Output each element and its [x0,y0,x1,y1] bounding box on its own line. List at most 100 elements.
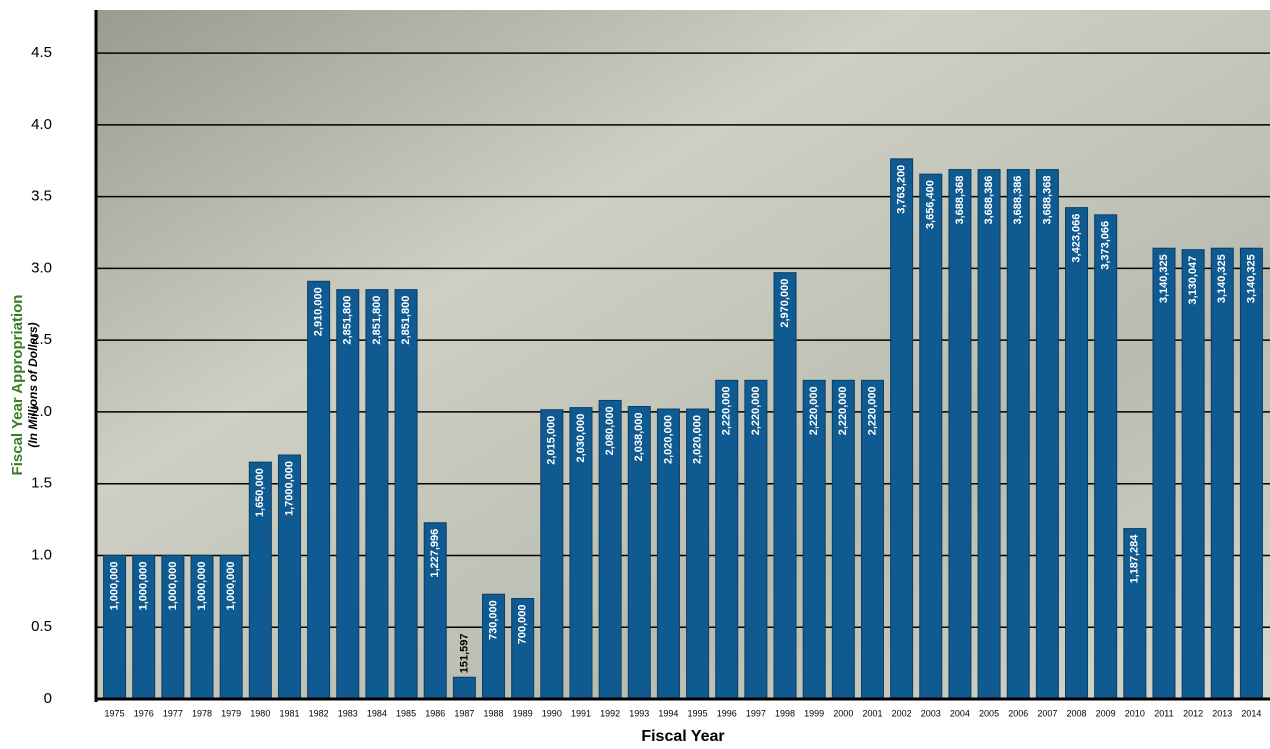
y-tick-label: 1.5 [31,475,52,492]
x-tick-label: 1992 [600,708,620,718]
x-tick-label: 1997 [746,708,766,718]
x-tick-label: 1975 [105,708,125,718]
x-tick-label: 1996 [717,708,737,718]
y-tick-label: 1.0 [31,546,52,563]
value-label: 3,763,200 [896,165,908,214]
value-label: 2,020,000 [662,415,674,464]
value-label: 1,000,000 [196,561,208,610]
value-label: 2,220,000 [808,386,820,435]
x-tick-label: 1991 [571,708,591,718]
y-tick-label: 2.0 [31,403,52,420]
x-tick-label: 1985 [396,708,416,718]
x-tick-label: 2008 [1067,708,1087,718]
value-label: 151,597 [458,633,470,673]
bar [977,169,1001,700]
x-axis-title: Fiscal Year [641,728,724,745]
value-label: 2,030,000 [575,414,587,463]
x-tick-label: 1977 [163,708,183,718]
x-tick-label: 1988 [484,708,504,718]
value-label: 2,851,800 [342,296,354,345]
x-tick-label: 2014 [1241,708,1261,718]
x-tick-label: 1982 [309,708,329,718]
bar [394,289,418,700]
value-label: 730,000 [487,600,499,640]
y-tick-label: 4.5 [31,44,52,61]
x-tick-label: 2000 [833,708,853,718]
value-label: 2,851,800 [371,296,383,345]
bar [890,158,914,700]
bar [1094,214,1118,700]
x-tick-label: 2004 [950,708,970,718]
value-label: 3,373,066 [1100,221,1112,270]
x-tick-label: 2007 [1037,708,1057,718]
value-label: 1,227,996 [429,529,441,578]
value-label: 3,688,368 [1041,176,1053,225]
value-label: 1,650,000 [254,468,266,517]
value-label: 2,851,800 [400,296,412,345]
x-tick-label: 1989 [513,708,533,718]
value-label: 3,140,325 [1158,254,1170,303]
x-tick-label: 2009 [1096,708,1116,718]
x-tick-label: 2005 [979,708,999,718]
x-tick-label: 1990 [542,708,562,718]
x-tick-label: 1980 [250,708,270,718]
value-label: 3,423,066 [1070,214,1082,263]
x-tick-label: 2002 [892,708,912,718]
bar [1152,247,1176,700]
value-label: 2,220,000 [721,386,733,435]
value-label: 1,000,000 [108,561,120,610]
bar [307,280,331,700]
x-tick-label: 1984 [367,708,387,718]
x-tick-label: 1978 [192,708,212,718]
value-label: 700,000 [517,605,529,645]
x-tick-label: 2013 [1212,708,1232,718]
bar [919,173,943,700]
value-label: 3,140,325 [1216,254,1228,303]
x-tick-label: 1976 [134,708,154,718]
value-label: 3,656,400 [925,180,937,229]
value-label: 1,7000,000 [283,461,295,516]
x-tick-label: 2010 [1125,708,1145,718]
bar [1065,207,1089,700]
x-tick-label: 1995 [688,708,708,718]
value-label: 2,220,000 [837,386,849,435]
y-tick-label: 2.5 [31,331,52,348]
x-tick-label: 1986 [425,708,445,718]
x-tick-label: 1981 [279,708,299,718]
bar [1006,169,1030,700]
value-label: 2,038,000 [633,412,645,461]
value-label: 1,000,000 [167,561,179,610]
x-tick-label: 2011 [1154,708,1173,718]
x-tick-label: 1993 [629,708,649,718]
x-tick-label: 2001 [862,708,882,718]
x-tick-label: 2006 [1008,708,1028,718]
y-tick-label: 3.0 [31,259,52,276]
bar [452,676,476,700]
y-axis-title: Fiscal Year Appropriation [9,295,26,476]
value-label: 2,020,000 [691,415,703,464]
x-tick-label: 1994 [658,708,678,718]
x-tick-label: 1999 [804,708,824,718]
x-tick-label: 1979 [221,708,241,718]
value-label: 2,015,000 [546,416,558,465]
value-label: 1,000,000 [138,561,150,610]
x-tick-label: 1983 [338,708,358,718]
bar [1035,169,1059,700]
value-label: 1,187,284 [1129,534,1141,584]
bar [1210,247,1234,700]
y-axis-subtitle: (In Millions of Dollars) [26,322,40,447]
value-label: 2,080,000 [604,406,616,455]
bar [365,289,389,700]
value-label: 3,688,386 [1012,176,1024,225]
y-tick-label: 4.0 [31,116,52,133]
value-label: 2,220,000 [750,386,762,435]
x-tick-label: 2012 [1183,708,1203,718]
bar [1239,247,1263,700]
value-label: 1,000,000 [225,561,237,610]
x-tick-label: 2003 [921,708,941,718]
bar [1181,249,1205,700]
bar [336,289,360,700]
background-photo [96,10,1270,699]
value-label: 3,688,386 [983,176,995,225]
